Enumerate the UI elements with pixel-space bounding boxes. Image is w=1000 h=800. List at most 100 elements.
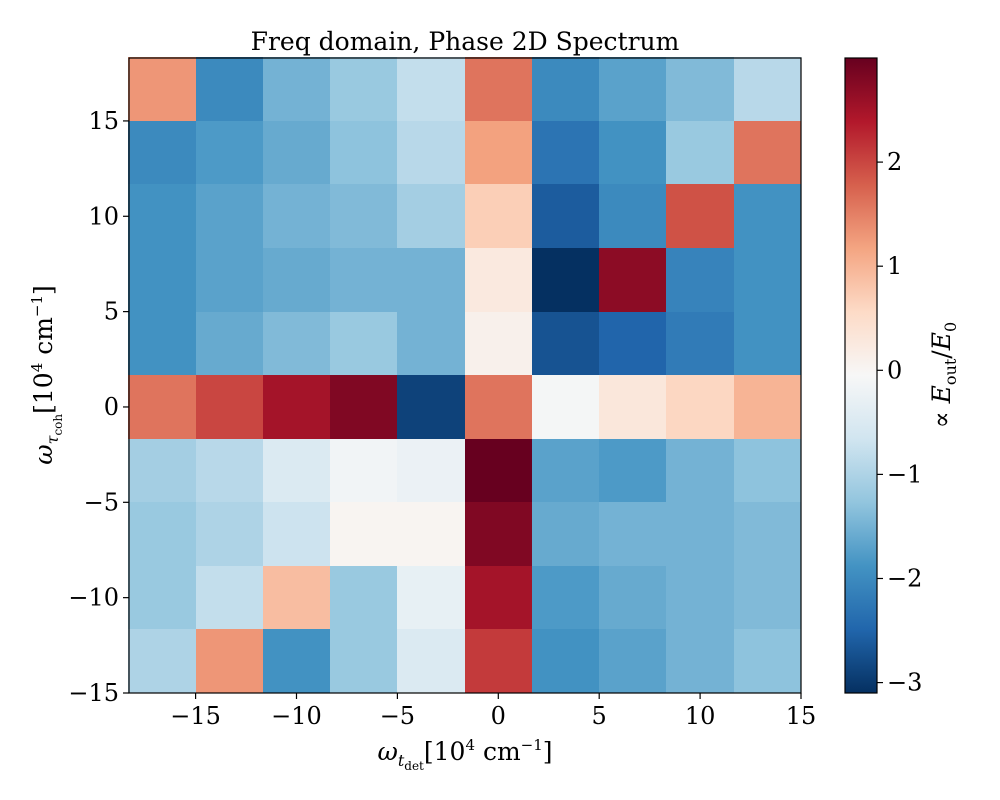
heatmap-cell: [599, 121, 668, 186]
heatmap-cell: [532, 629, 600, 694]
heatmap-cell: [532, 121, 600, 186]
heatmap-cell: [465, 375, 533, 440]
heatmap-cell: [196, 121, 264, 186]
heatmap-cell: [666, 566, 735, 631]
heatmap-cells: [128, 57, 802, 694]
heatmap-cell: [397, 312, 466, 376]
x-tick-label: 0: [491, 702, 506, 730]
heatmap-cell: [263, 502, 331, 567]
heatmap-cell: [128, 121, 197, 186]
heatmap-cell: [666, 121, 735, 186]
heatmap-cell: [263, 57, 331, 122]
heatmap-cell: [734, 57, 802, 122]
heatmap-cell: [599, 57, 668, 122]
y-tick-label: 0: [104, 393, 119, 421]
heatmap-cell: [532, 57, 600, 122]
heatmap-cell: [734, 375, 802, 440]
heatmap-cell: [532, 312, 600, 376]
heatmap-cell: [196, 248, 264, 313]
heatmap-cell: [465, 629, 533, 694]
heatmap-cell: [599, 629, 668, 694]
heatmap-cell: [397, 248, 466, 313]
heatmap-cell: [196, 312, 264, 376]
heatmap-cell: [599, 248, 668, 313]
heatmap-cell: [263, 248, 331, 313]
heatmap-cell: [465, 57, 533, 122]
heatmap-cell: [196, 184, 264, 249]
heatmap-cell: [128, 375, 197, 440]
heatmap-cell: [599, 184, 668, 249]
heatmap-cell: [196, 502, 264, 567]
heatmap-cell: [532, 502, 600, 567]
y-axis-label: ωτcoh[104 cm−1]: [28, 285, 65, 465]
x-tick-label: 10: [685, 702, 716, 730]
heatmap-cell: [666, 57, 735, 122]
heatmap-cell: [263, 566, 331, 631]
heatmap-cell: [263, 375, 331, 440]
heatmap-cell: [330, 57, 398, 122]
colorbar-tick-label: 0: [887, 356, 902, 384]
heatmap-cell: [397, 502, 466, 567]
heatmap-cell: [128, 248, 197, 313]
heatmap-cell: [330, 502, 398, 567]
heatmap-cell: [397, 184, 466, 249]
heatmap-cell: [532, 248, 600, 313]
plot-frame: [128, 57, 802, 694]
heatmap-cell: [532, 566, 600, 631]
heatmap-cell: [196, 566, 264, 631]
heatmap-cell: [734, 629, 802, 694]
heatmap-cell: [128, 312, 197, 376]
colorbar-tick-label: −3: [887, 669, 922, 697]
heatmap-cell: [532, 375, 600, 440]
y-tick-label: −15: [68, 679, 119, 707]
heatmap-cell: [397, 629, 466, 694]
heatmap-cell: [734, 566, 802, 631]
heatmap-cell: [734, 248, 802, 313]
y-tick-label: 10: [88, 202, 119, 230]
x-tick-label: −5: [380, 702, 415, 730]
y-tick-label: −10: [68, 584, 119, 612]
heatmap-cell: [397, 121, 466, 186]
heatmap-cell: [599, 502, 668, 567]
heatmap-cell: [666, 629, 735, 694]
heatmap-cell: [666, 502, 735, 567]
heatmap-cell: [196, 629, 264, 694]
heatmap-cell: [666, 312, 735, 376]
heatmap-cell: [128, 184, 197, 249]
heatmap-cell: [263, 312, 331, 376]
heatmap-cell: [666, 184, 735, 249]
heatmap-cell: [263, 629, 331, 694]
heatmap-cell: [330, 312, 398, 376]
x-tick-label: −15: [170, 702, 221, 730]
heatmap-cell: [330, 566, 398, 631]
heatmap-cell: [128, 566, 197, 631]
y-axis-ticks: −15 −10 −5 0 5 10 15: [68, 107, 129, 707]
colorbar: [844, 57, 878, 694]
heatmap-cell: [330, 439, 398, 503]
heatmap-cell: [465, 121, 533, 186]
heatmap-cell: [666, 439, 735, 503]
colorbar-label: ∝ Eout/E0: [927, 322, 960, 428]
heatmap-cell: [397, 439, 466, 503]
colorbar-ticks: −3 −2 −1 0 1 2: [877, 148, 922, 697]
heatmap-cell: [734, 439, 802, 503]
heatmap-cell: [465, 566, 533, 631]
heatmap-cell: [734, 184, 802, 249]
heatmap-cell: [734, 502, 802, 567]
heatmap-cell: [599, 312, 668, 376]
x-tick-label: 5: [592, 702, 607, 730]
colorbar-tick-label: 1: [887, 252, 902, 280]
heatmap-cell: [397, 57, 466, 122]
heatmap-cell: [599, 375, 668, 440]
heatmap-cell: [599, 566, 668, 631]
heatmap-cell: [599, 439, 668, 503]
heatmap-cell: [330, 121, 398, 186]
heatmap-cell: [263, 184, 331, 249]
colorbar-tick-label: −1: [887, 460, 922, 488]
heatmap-cell: [532, 439, 600, 503]
heatmap-cell: [397, 375, 466, 440]
heatmap-cell: [128, 57, 197, 122]
x-tick-label: −10: [271, 702, 322, 730]
y-tick-label: 5: [104, 298, 119, 326]
